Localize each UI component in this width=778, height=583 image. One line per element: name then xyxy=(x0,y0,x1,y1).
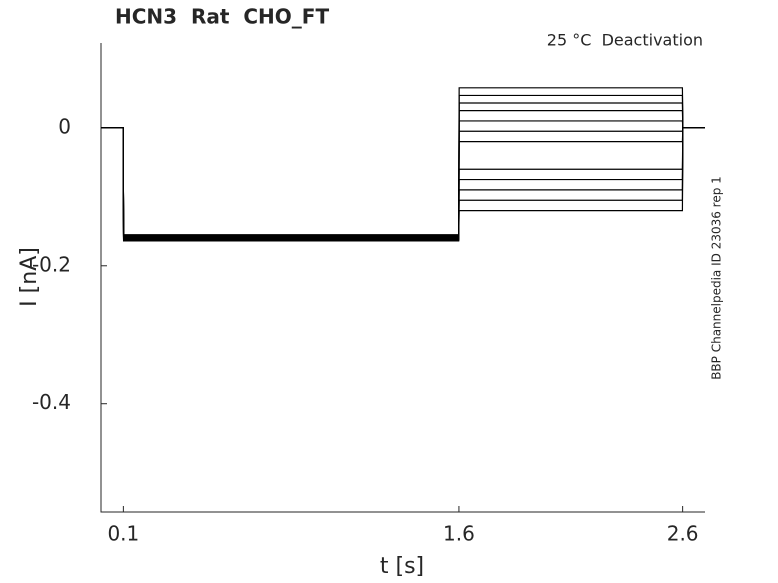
y-tick-label: -0.4 xyxy=(32,390,71,414)
trace xyxy=(101,102,705,239)
x-tick-label: 2.6 xyxy=(667,522,699,546)
trace xyxy=(101,127,705,242)
x-tick-label: 0.1 xyxy=(107,522,139,546)
trace xyxy=(101,94,705,238)
trace xyxy=(101,127,705,239)
x-tick-label: 1.6 xyxy=(443,522,475,546)
trace xyxy=(101,87,705,236)
trace xyxy=(101,120,705,241)
axes xyxy=(100,43,705,513)
y-axis-label: I [nA] xyxy=(17,247,42,307)
chart-title: HCN3 Rat CHO_FT xyxy=(115,5,329,29)
trace xyxy=(101,127,705,240)
y-tick-label: 0 xyxy=(58,114,71,138)
trace xyxy=(101,109,705,237)
trace xyxy=(101,127,705,239)
annotation: 25 °C Deactivation xyxy=(547,31,703,50)
side-note: BBP Channelpedia ID 23036 rep 1 xyxy=(710,176,724,380)
trace xyxy=(101,127,705,241)
trace xyxy=(101,127,705,238)
x-axis-label: t [s] xyxy=(380,554,424,579)
trace xyxy=(101,127,705,237)
y-tick-label: -0.2 xyxy=(32,252,71,276)
